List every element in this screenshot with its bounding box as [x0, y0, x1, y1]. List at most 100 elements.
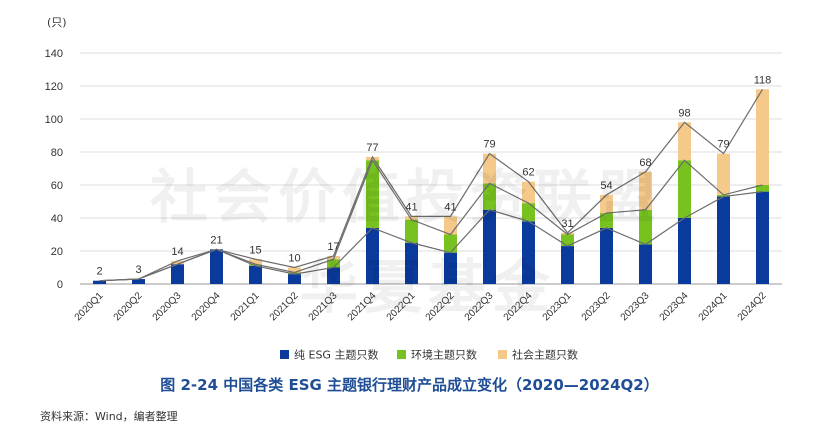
x-tick-label: 2021Q3 [307, 290, 340, 323]
total-data-label: 15 [249, 244, 261, 256]
y-tick-label: 140 [45, 48, 63, 60]
bar-segment-pure-esg [366, 227, 379, 284]
legend-label: 纯 ESG 主题只数 [294, 349, 378, 362]
total-data-label: 2 [96, 266, 102, 278]
total-data-label: 14 [171, 246, 183, 258]
bar-segment-social [327, 255, 340, 260]
figure-caption: 图 2-24 中国各类 ESG 主题银行理财产品成立变化（2020—2024Q2… [160, 376, 659, 394]
bar-segment-pure-esg [756, 191, 769, 284]
bar-segment-environment [444, 234, 457, 253]
bar-segment-environment [522, 203, 535, 222]
bar-segment-social [522, 181, 535, 204]
bar-segment-pure-esg [93, 280, 106, 284]
chart: (只) 0 20 40 60 80 100 120 140 2 3 14 21 15 10 17 77 41 41 7… [45, 16, 782, 362]
y-tick-label: 120 [45, 81, 63, 93]
y-axis-unit-label: (只) [47, 16, 67, 29]
source-note: 资料来源：Wind，编者整理 [40, 410, 178, 423]
bar-segment-pure-esg [561, 246, 574, 284]
total-data-label: 41 [444, 201, 456, 213]
y-tick-label: 60 [51, 180, 63, 192]
legend-label: 社会主题只数 [512, 348, 578, 362]
total-data-label: 98 [678, 107, 690, 119]
x-tick-label: 2024Q2 [736, 290, 769, 323]
bar-segment-pure-esg [210, 249, 223, 284]
bar-segment-social [249, 259, 262, 265]
total-data-label: 54 [600, 180, 612, 192]
total-data-label: 3 [135, 264, 141, 276]
bar-segment-pure-esg [327, 267, 340, 284]
x-tick-label: 2023Q3 [619, 290, 652, 323]
y-tick-label: 40 [51, 213, 63, 225]
stack-line-environment [99, 158, 763, 282]
bar-segment-social [171, 260, 184, 265]
bar-segment-pure-esg [639, 244, 652, 284]
bar-segment-social [756, 89, 769, 185]
y-tick-label: 100 [45, 114, 63, 126]
bar-segment-environment [327, 259, 340, 268]
bar-segment-environment [717, 194, 730, 197]
bar-segment-environment [288, 272, 301, 275]
bar-segment-environment [561, 234, 574, 247]
total-data-label: 41 [405, 201, 417, 213]
bar-segment-social [600, 194, 613, 214]
bar-segment-pure-esg [600, 227, 613, 284]
y-tick-label: 80 [51, 147, 63, 159]
bar-segment-pure-esg [717, 196, 730, 284]
stack-line-pure-esg [99, 191, 763, 282]
stack-line-social [99, 88, 764, 282]
x-tick-label: 2020Q1 [73, 290, 106, 323]
y-tick-label: 0 [57, 279, 63, 291]
total-data-label: 79 [483, 139, 495, 151]
x-tick-label: 2021Q1 [229, 290, 262, 323]
bar-segment-pure-esg [171, 264, 184, 284]
bar-segment-pure-esg [444, 252, 457, 284]
x-tick-label: 2020Q4 [190, 290, 223, 323]
total-data-label: 62 [522, 167, 534, 179]
total-data-label: 118 [754, 74, 772, 86]
x-tick-label: 2022Q2 [424, 290, 457, 323]
x-tick-label: 2024Q1 [697, 290, 730, 323]
bar-segment-social [483, 153, 496, 184]
bar-segment-social [639, 171, 652, 210]
bar-segment-environment [405, 219, 418, 243]
bar-segment-social [366, 156, 379, 161]
bar-segment-pure-esg [132, 279, 145, 284]
bar-segment-social [288, 267, 301, 273]
total-data-label: 10 [288, 253, 300, 265]
bar-segment-pure-esg [288, 274, 301, 284]
total-data-label: 68 [639, 157, 651, 169]
x-tick-label: 2023Q2 [580, 290, 613, 323]
x-tick-label: 2022Q4 [502, 290, 535, 323]
x-tick-label: 2022Q1 [385, 290, 418, 323]
bar-segment-environment [366, 160, 379, 228]
x-tick-label: 2020Q3 [151, 290, 184, 323]
bar-segment-pure-esg [249, 265, 262, 284]
bar-segment-environment [249, 264, 262, 266]
bar-segment-environment [600, 213, 613, 228]
bar-segment-social [717, 153, 730, 195]
total-data-label: 77 [366, 142, 378, 154]
legend-label: 环境主题只数 [411, 348, 477, 362]
bar-segment-pure-esg [483, 209, 496, 284]
total-data-label: 31 [561, 218, 573, 230]
bar-segment-pure-esg [522, 221, 535, 284]
bar-segment-environment [678, 160, 691, 218]
total-data-label: 21 [210, 234, 222, 246]
x-tick-label: 2021Q2 [268, 290, 301, 323]
legend-swatch [280, 350, 289, 359]
bar-segment-pure-esg [405, 242, 418, 284]
legend-swatch [397, 350, 406, 359]
total-data-label: 79 [717, 139, 729, 151]
total-data-label: 17 [327, 241, 339, 253]
bar-segment-environment [639, 209, 652, 245]
bar-segment-environment [756, 185, 769, 192]
y-tick-label: 20 [51, 246, 63, 258]
x-tick-label: 2022Q3 [463, 290, 496, 323]
legend-swatch [498, 350, 507, 359]
bar-segment-social [444, 216, 457, 235]
bar-segment-environment [483, 183, 496, 210]
x-tick-label: 2020Q2 [112, 290, 145, 323]
x-tick-label: 2021Q4 [346, 290, 379, 323]
bar-segment-social [678, 122, 691, 161]
bar-segment-social [405, 216, 418, 220]
